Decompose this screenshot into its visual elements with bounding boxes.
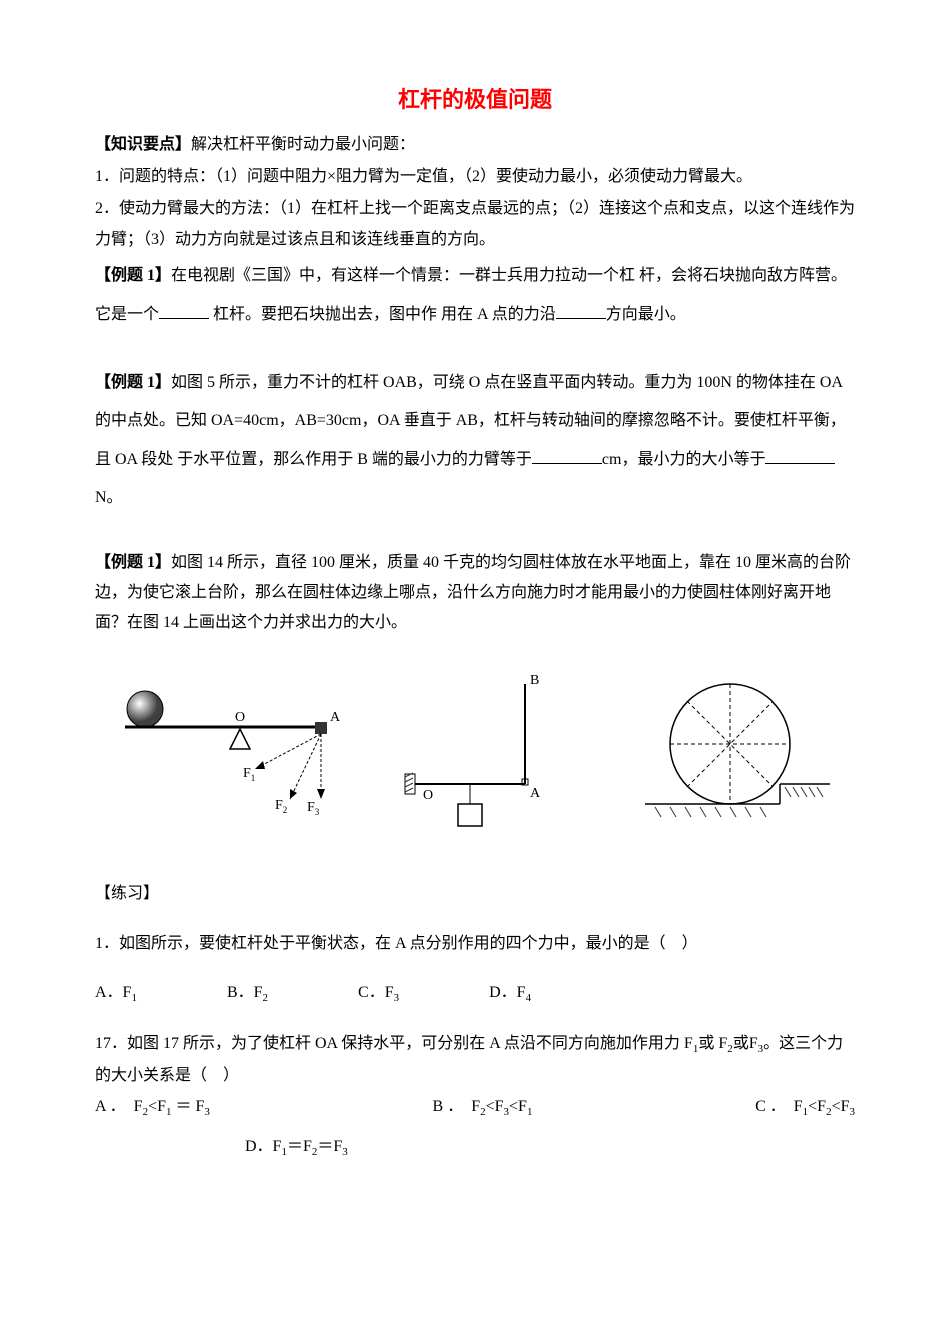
example-1-label: 【例题 1】: [95, 267, 171, 284]
knowledge-intro: 解决杠杆平衡时动力最小问题：: [191, 136, 415, 153]
svg-text:O: O: [235, 710, 245, 725]
blank-field: [556, 303, 606, 319]
knowledge-block: 【知识要点】解决杠杆平衡时动力最小问题：: [95, 130, 855, 160]
choice-c: C．F3: [358, 979, 399, 1009]
q17-choice-d: D．F1＝F2＝F3: [95, 1133, 855, 1163]
figures-row: O A F1 F2 F3 O A B: [95, 659, 855, 839]
example-3-text: 如图 14 所示，直径 100 厘米，质量 40 千克的均匀圆柱体放在水平地面上…: [95, 554, 851, 632]
example-1-text-b: 杠杆。要把石块抛出去，图中作 用在 A 点的力沿: [209, 306, 556, 323]
example-1-text-c: 方向最小。: [606, 306, 686, 323]
choice-a: A ． F2<F1 ＝ F3: [95, 1093, 210, 1123]
practice-label: 【练习】: [95, 879, 855, 909]
svg-text:A: A: [330, 710, 341, 725]
choice-b: B．F2: [227, 979, 268, 1009]
page-title: 杠杆的极值问题: [95, 80, 855, 120]
choice-b: B ． F2<F3<F1: [433, 1093, 533, 1123]
example-2-text-c: N。: [95, 489, 123, 506]
figure-1-lever-diagram: O A F1 F2 F3: [115, 679, 355, 819]
knowledge-label: 【知识要点】: [95, 136, 191, 153]
svg-text:A: A: [530, 786, 541, 801]
figure-2-oab-diagram: O A B: [395, 669, 595, 829]
blank-field: [532, 448, 602, 464]
figure-3-cylinder-diagram: [635, 669, 835, 829]
example-2-label: 【例题 1】: [95, 374, 171, 391]
svg-text:F3: F3: [307, 800, 320, 817]
example-3: 【例题 1】如图 14 所示，直径 100 厘米，质量 40 千克的均匀圆柱体放…: [95, 548, 855, 639]
svg-text:F2: F2: [275, 798, 287, 815]
knowledge-point-2: 2．使动力臂最大的方法：（1）在杠杆上找一个距离支点最远的点；（2）连接这个点和…: [95, 194, 855, 255]
svg-text:F1: F1: [243, 766, 255, 783]
practice-q17: 17．如图 17 所示，为了使杠杆 OA 保持水平，可分别在 A 点沿不同方向施…: [95, 1029, 855, 1090]
practice-q1: 1．如图所示，要使杠杆处于平衡状态，在 A 点分别作用的四个力中，最小的是（ ）: [95, 929, 855, 959]
svg-text:O: O: [423, 788, 433, 803]
example-1: 【例题 1】在电视剧《三国》中，有这样一个情景：一群士兵用力拉动一个杠 杆，会将…: [95, 257, 855, 334]
blank-field: [159, 303, 209, 319]
q17-choices-abc: A ． F2<F1 ＝ F3 B ． F2<F3<F1 C ． F1<F2<F3: [95, 1093, 855, 1123]
svg-text:B: B: [530, 673, 539, 688]
choice-d: D．F4: [489, 979, 531, 1009]
example-2: 【例题 1】如图 5 所示，重力不计的杠杆 OAB，可绕 O 点在竖直平面内转动…: [95, 364, 855, 518]
choice-c: C ． F1<F2<F3: [755, 1093, 855, 1123]
example-3-label: 【例题 1】: [95, 554, 171, 571]
blank-field: [765, 448, 835, 464]
example-2-text-b: cm，最小力的大小等于: [602, 451, 766, 468]
choice-a: A．F1: [95, 979, 137, 1009]
q1-choices: A．F1 B．F2 C．F3 D．F4: [95, 979, 855, 1009]
knowledge-point-1: 1．问题的特点：（1）问题中阻力×阻力臂为一定值，（2）要使动力最小，必须使动力…: [95, 162, 855, 192]
